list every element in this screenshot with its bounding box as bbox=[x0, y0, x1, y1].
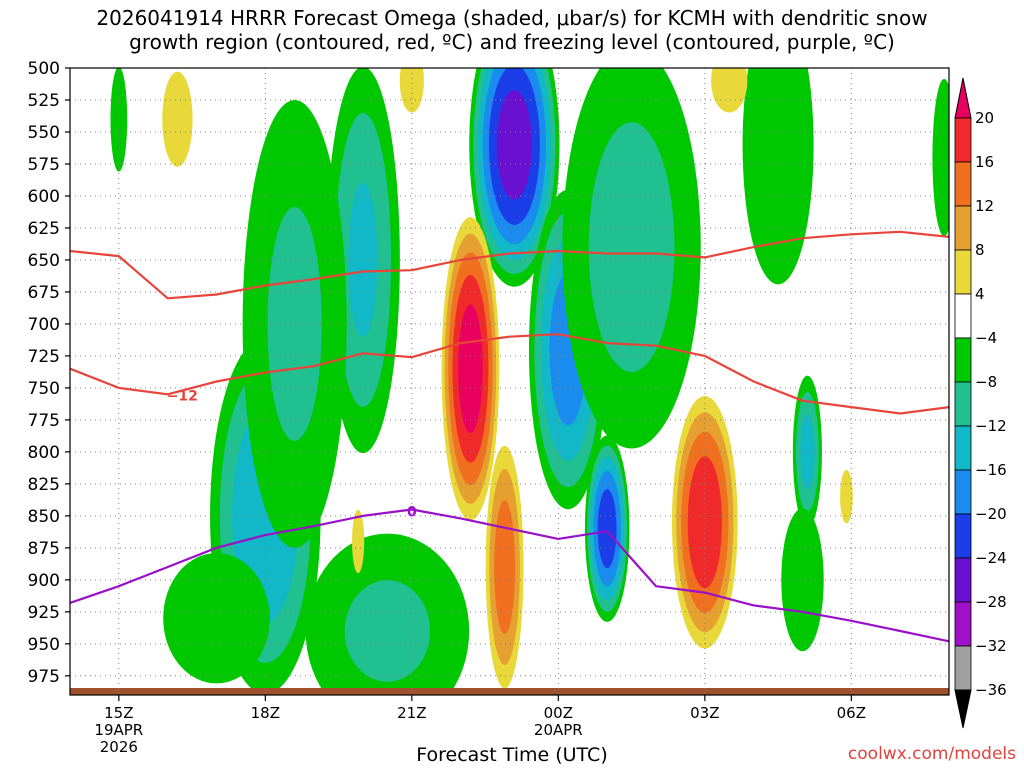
omega-contour-sink-e-0 bbox=[162, 71, 193, 167]
y-tick-label: 925 bbox=[28, 603, 60, 623]
x-tick-label: 18Z bbox=[251, 704, 280, 722]
omega-contour-lift-a-5 bbox=[496, 89, 532, 200]
freezing-level-contour bbox=[69, 508, 950, 643]
x-tick-label: 21Z bbox=[397, 704, 426, 722]
colorbar-band bbox=[954, 205, 972, 251]
colorbar-band bbox=[954, 513, 972, 559]
dgz-top-contour bbox=[69, 230, 950, 300]
omega-contour-sink-f-0 bbox=[711, 68, 748, 113]
colorbar-band bbox=[954, 425, 972, 471]
chart-title-line2: growth region (contoured, red, ºC) and f… bbox=[129, 30, 895, 54]
omega-contour-lift-f-1 bbox=[267, 206, 322, 441]
x-tick-label: 15Z bbox=[104, 704, 133, 722]
y-tick-label: 575 bbox=[28, 155, 60, 175]
dgz-bottom-contour bbox=[69, 333, 950, 415]
colorbar-band bbox=[954, 557, 972, 603]
omega-field bbox=[110, 68, 949, 695]
y-tick-label: 625 bbox=[28, 219, 60, 239]
colorbar-label: −12 bbox=[975, 417, 1007, 435]
chart-title-line1: 2026041914 HRRR Forecast Omega (shaded, … bbox=[96, 6, 928, 30]
y-tick-label: 650 bbox=[28, 251, 60, 271]
colorbar-band bbox=[954, 601, 972, 647]
x-tick-date: 19APR bbox=[94, 721, 143, 739]
colorbar-band bbox=[954, 249, 972, 295]
omega-contour-sink-h-0 bbox=[840, 469, 853, 524]
colorbar-label: 20 bbox=[975, 109, 994, 127]
y-tick-label: 825 bbox=[28, 475, 60, 495]
colorbar-bottom-arrow bbox=[954, 689, 972, 729]
colorbar-band bbox=[954, 117, 972, 163]
omega-contour-lift-n-0 bbox=[781, 508, 824, 652]
colorbar-label: −20 bbox=[975, 505, 1007, 523]
colorbar-label: 4 bbox=[975, 285, 985, 303]
x-tick-label: 03Z bbox=[690, 704, 719, 722]
ground-strip bbox=[70, 688, 949, 695]
omega-contour-lift-j-0 bbox=[110, 68, 128, 172]
omega-contour-lift-m-0 bbox=[932, 78, 949, 237]
omega-contour-lift-l-0 bbox=[163, 553, 270, 684]
colorbar-band bbox=[954, 645, 972, 691]
y-tick-label: 675 bbox=[28, 283, 60, 303]
y-tick-label: 775 bbox=[28, 411, 60, 431]
omega-contour-sink-a-4 bbox=[458, 304, 483, 433]
omega-contour-sink-b-2 bbox=[494, 500, 516, 634]
x-tick-year: 2026 bbox=[100, 738, 138, 756]
dgz-bottom-label: −12 bbox=[167, 388, 198, 404]
colorbar-band bbox=[954, 469, 972, 515]
colorbar-label: −4 bbox=[975, 329, 997, 347]
y-tick-label: 950 bbox=[28, 635, 60, 655]
colorbar: 20 16 12 8 4 −4 −8 −12 −16 −20 −24 −28 −32 −36 bbox=[954, 77, 1007, 729]
omega-contour-lift-e-2 bbox=[348, 183, 378, 337]
omega-contour-lift-i-1 bbox=[588, 122, 675, 373]
credit-text: coolwx.com/models bbox=[847, 744, 1016, 764]
colorbar-label: −32 bbox=[975, 637, 1007, 655]
colorbar-label: 12 bbox=[975, 197, 994, 215]
colorbar-label: −28 bbox=[975, 593, 1007, 611]
omega-contour-sink-d-0 bbox=[399, 68, 424, 113]
colorbar-label: −24 bbox=[975, 549, 1007, 567]
y-tick-label: 525 bbox=[28, 91, 60, 111]
y-tick-label: 700 bbox=[28, 315, 60, 335]
colorbar-band bbox=[954, 293, 972, 339]
plot-frame bbox=[69, 67, 950, 696]
colorbar-band bbox=[954, 161, 972, 207]
colorbar-label: 16 bbox=[975, 153, 994, 171]
y-tick-label: 875 bbox=[28, 539, 60, 559]
y-tick-label: 750 bbox=[28, 379, 60, 399]
x-tick-date: 20APR bbox=[534, 721, 583, 739]
omega-contour-lift-c-4 bbox=[597, 489, 617, 569]
y-tick-label: 975 bbox=[28, 667, 60, 687]
y-tick-label: 850 bbox=[28, 507, 60, 527]
colorbar-band bbox=[954, 337, 972, 383]
colorbar-band bbox=[954, 381, 972, 427]
omega-contour-sink-c-3 bbox=[687, 456, 722, 589]
colorbar-label: −36 bbox=[975, 681, 1007, 699]
x-tick-label: 06Z bbox=[837, 704, 866, 722]
x-axis-title: Forecast Time (UTC) bbox=[416, 744, 608, 766]
omega-contour-lift-g-2 bbox=[800, 414, 815, 490]
y-tick-label: 900 bbox=[28, 571, 60, 591]
x-tick-label: 00Z bbox=[544, 704, 573, 722]
colorbar-label: 8 bbox=[975, 241, 985, 259]
colorbar-label: −16 bbox=[975, 461, 1007, 479]
chart-title: 2026041914 HRRR Forecast Omega (shaded, … bbox=[0, 6, 1024, 54]
y-tick-label: 600 bbox=[28, 187, 60, 207]
omega-contour-lift-k-1 bbox=[344, 580, 431, 682]
omega-contour-lift-h-0 bbox=[742, 68, 814, 285]
y-tick-label: 500 bbox=[28, 59, 60, 79]
y-tick-label: 725 bbox=[28, 347, 60, 367]
y-tick-label: 550 bbox=[28, 123, 60, 143]
colorbar-top-arrow bbox=[954, 77, 972, 119]
colorbar-label: −8 bbox=[975, 373, 997, 391]
y-tick-label: 800 bbox=[28, 443, 60, 463]
omega-contour-sink-g-0 bbox=[352, 509, 365, 574]
freezing-level-label: 0 bbox=[407, 505, 417, 521]
